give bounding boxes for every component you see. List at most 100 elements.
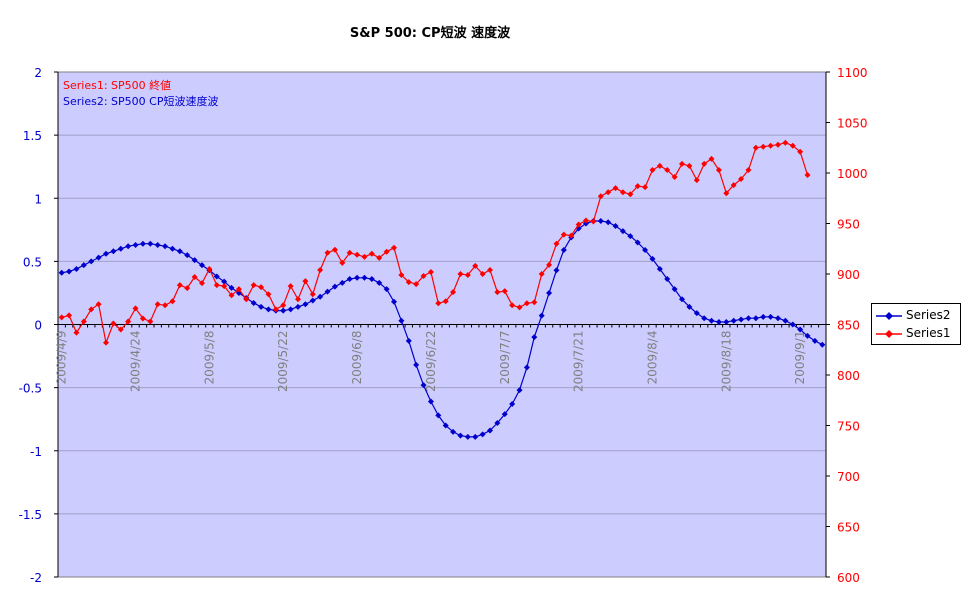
series1-point (767, 142, 774, 149)
series1-point (723, 190, 730, 197)
series2-point (302, 301, 309, 308)
series1-point (797, 148, 804, 155)
series2-point (110, 248, 117, 255)
series1-point (553, 240, 560, 247)
series1-point (568, 232, 575, 239)
series1-point (730, 182, 737, 189)
series1-point (634, 183, 641, 190)
series1-point (546, 261, 553, 268)
series1-point (176, 282, 183, 289)
series1-point (560, 231, 567, 238)
series1-point (206, 265, 213, 272)
series1-point (575, 221, 582, 228)
series1-point (117, 326, 124, 333)
x-tick-label: 2009/6/8 (350, 331, 364, 385)
series2-point (612, 223, 619, 230)
series1-legend-swatch-icon (876, 329, 902, 338)
left-tick-label: 0 (34, 319, 42, 333)
series2-point (752, 315, 759, 322)
series1-note: Series1: SP500 終値 (63, 79, 172, 92)
series2-point (738, 316, 745, 323)
series2-point (804, 332, 811, 339)
series1-point (649, 166, 656, 173)
series1-point (199, 280, 205, 287)
series1-point (391, 244, 397, 251)
series2-point (191, 257, 198, 264)
series1-point (664, 166, 671, 173)
series1-point (147, 318, 154, 325)
series1-point (405, 279, 412, 286)
series1-point (715, 166, 722, 173)
x-tick-label: 2009/4/24 (129, 331, 143, 393)
series2-point (634, 239, 641, 246)
left-tick-label: -0.5 (19, 382, 42, 396)
series2-point (516, 387, 523, 394)
series1-point (88, 306, 95, 313)
right-tick-label: 850 (837, 319, 860, 333)
series1-point (331, 246, 338, 253)
series2-point (221, 278, 228, 285)
series2-point (597, 217, 604, 224)
series1-point (184, 285, 191, 292)
series1-point (501, 288, 508, 295)
series1-point (235, 286, 242, 293)
series1-point (317, 266, 324, 273)
series2-point (723, 318, 730, 325)
x-tick-label: 2009/4/9 (55, 331, 69, 385)
series2-point (523, 364, 530, 371)
x-tick-label: 2009/7/21 (572, 331, 586, 393)
series2-point (487, 427, 493, 434)
series1-point (693, 177, 700, 184)
series2-point (656, 265, 663, 272)
series2-point (280, 307, 287, 314)
series1-point (383, 248, 390, 255)
series2-point (457, 432, 464, 439)
series1-point (376, 254, 383, 261)
series2-point (811, 337, 818, 344)
series1-point (221, 283, 228, 290)
series2-point (132, 241, 139, 248)
series1-point (309, 291, 316, 298)
series2-point (435, 412, 442, 419)
series1-point (590, 218, 597, 225)
series2-point (391, 298, 397, 305)
series2-point (775, 315, 781, 322)
legend-item-series2: Series2 (876, 307, 951, 323)
series2-point (531, 334, 538, 341)
series1-point (398, 272, 405, 279)
series1-point (531, 299, 538, 306)
series2-point (679, 296, 685, 303)
series1-point (479, 271, 486, 277)
series1-point (368, 250, 375, 257)
right-tick-label: 1050 (837, 117, 868, 131)
series2-point (509, 401, 516, 408)
left-tick-label: -2 (30, 571, 42, 585)
series2-point (346, 276, 353, 283)
series2-point (715, 318, 722, 325)
series1-point (361, 253, 368, 260)
series1-point (420, 273, 427, 280)
left-tick-label: -1.5 (19, 508, 42, 522)
series2-point (398, 317, 405, 324)
series1-point (427, 268, 434, 275)
series2-point (376, 279, 383, 286)
x-tick-label: 2009/6/22 (424, 331, 438, 393)
series1-point (538, 271, 545, 277)
series2-point (213, 273, 220, 280)
left-tick-label: -1 (30, 445, 42, 459)
series2-point (627, 233, 634, 240)
series2-point (162, 243, 169, 250)
series2-point (782, 317, 789, 324)
left-tick-label: 1 (34, 192, 42, 206)
series1-point (701, 160, 708, 167)
series2-point (176, 248, 183, 255)
x-axis: 2009/4/9 2009/4/24 2009/5/8 2009/5/22 2009/6… (55, 331, 807, 393)
right-tick-label: 700 (837, 470, 860, 484)
left-y-axis: 2 1.5 1 0.5 0 -0.5 -1 -1.5 -2 (19, 66, 59, 585)
series1-point (295, 296, 301, 303)
series2-point (501, 411, 508, 418)
x-tick-label: 2009/5/22 (276, 331, 290, 393)
series2-point (295, 303, 301, 310)
series1-point (66, 312, 73, 319)
series2-point (250, 300, 257, 307)
